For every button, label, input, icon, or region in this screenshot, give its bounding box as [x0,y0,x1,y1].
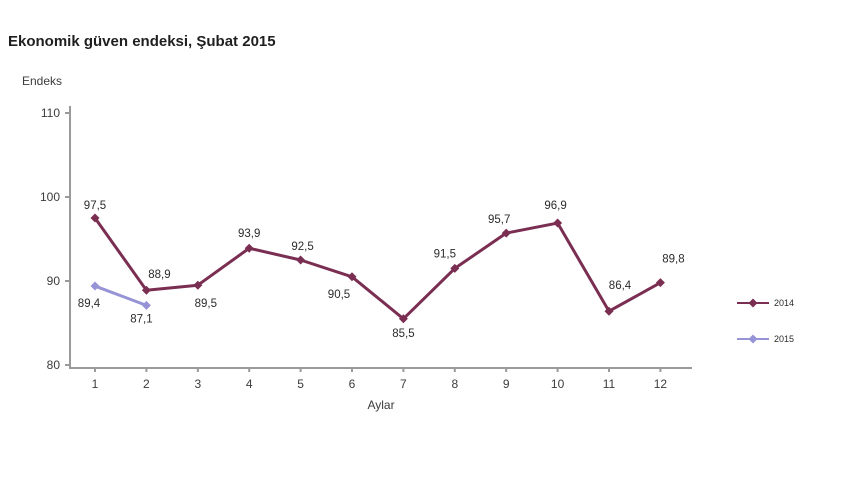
series-2014-point [244,243,254,253]
series-2014-point [553,218,563,228]
data-label: 85,5 [392,328,414,340]
data-label: 92,5 [291,241,313,253]
x-tick-label: 8 [451,377,458,391]
series-2014-point [347,272,357,282]
series-2014-point [90,213,100,223]
x-tick-label: 6 [349,377,356,391]
legend-label-2014: 2014 [774,297,795,308]
y-axis-title: Endeks [22,74,63,88]
data-label: 89,8 [662,254,684,266]
x-tick-label: 10 [551,377,565,391]
y-tick-label: 100 [40,190,60,204]
legend-marker-2015-icon [737,334,769,344]
series-2015-point [141,300,151,310]
series-2014-point [141,285,151,295]
data-label: 89,5 [195,298,217,310]
series-2014-point [450,263,460,273]
y-tick-label: 90 [47,274,61,288]
x-tick-label: 4 [246,377,253,391]
chart-title: Ekonomik güven endeksi, Şubat 2015 [8,33,276,50]
data-label: 93,9 [238,228,260,240]
x-tick-label: 7 [400,377,407,391]
series-2015-line [94,284,147,307]
legend-marker-2014-icon [737,298,769,308]
data-label: 95,7 [488,214,510,226]
x-tick-label: 9 [503,377,510,391]
y-tick-label: 110 [41,106,60,120]
series-2014-point [398,314,408,324]
data-label: 96,9 [544,200,566,212]
y-tick-label: 80 [47,358,61,372]
x-axis-title: Aylar [367,398,395,412]
x-tick-label: 5 [297,377,304,391]
series-2014-point [501,228,511,238]
x-tick-label: 3 [194,377,201,391]
legend: 2014 2015 [736,296,794,368]
series-2014-point [655,278,665,288]
series-2014-point [296,255,306,265]
data-label: 86,4 [609,280,632,292]
data-label: 88,9 [148,269,170,281]
series-2014-line [93,217,662,321]
series-2014-point [193,280,203,290]
x-tick-label: 2 [143,377,150,391]
data-label: 90,5 [328,289,350,301]
x-tick-label: 1 [92,377,99,391]
legend-label-2015: 2015 [774,333,795,344]
data-label: 89,4 [78,298,101,310]
x-tick-label: 11 [603,377,616,391]
legend-item-2015: 2015 [736,332,794,346]
axes [69,106,692,369]
data-label: 97,5 [84,200,106,212]
data-label: 87,1 [130,313,152,325]
series-2014-point [604,306,614,316]
x-tick-label: 12 [654,377,668,391]
data-label: 91,5 [434,248,456,260]
series-2015-point [90,281,100,291]
legend-item-2014: 2014 [736,296,794,310]
